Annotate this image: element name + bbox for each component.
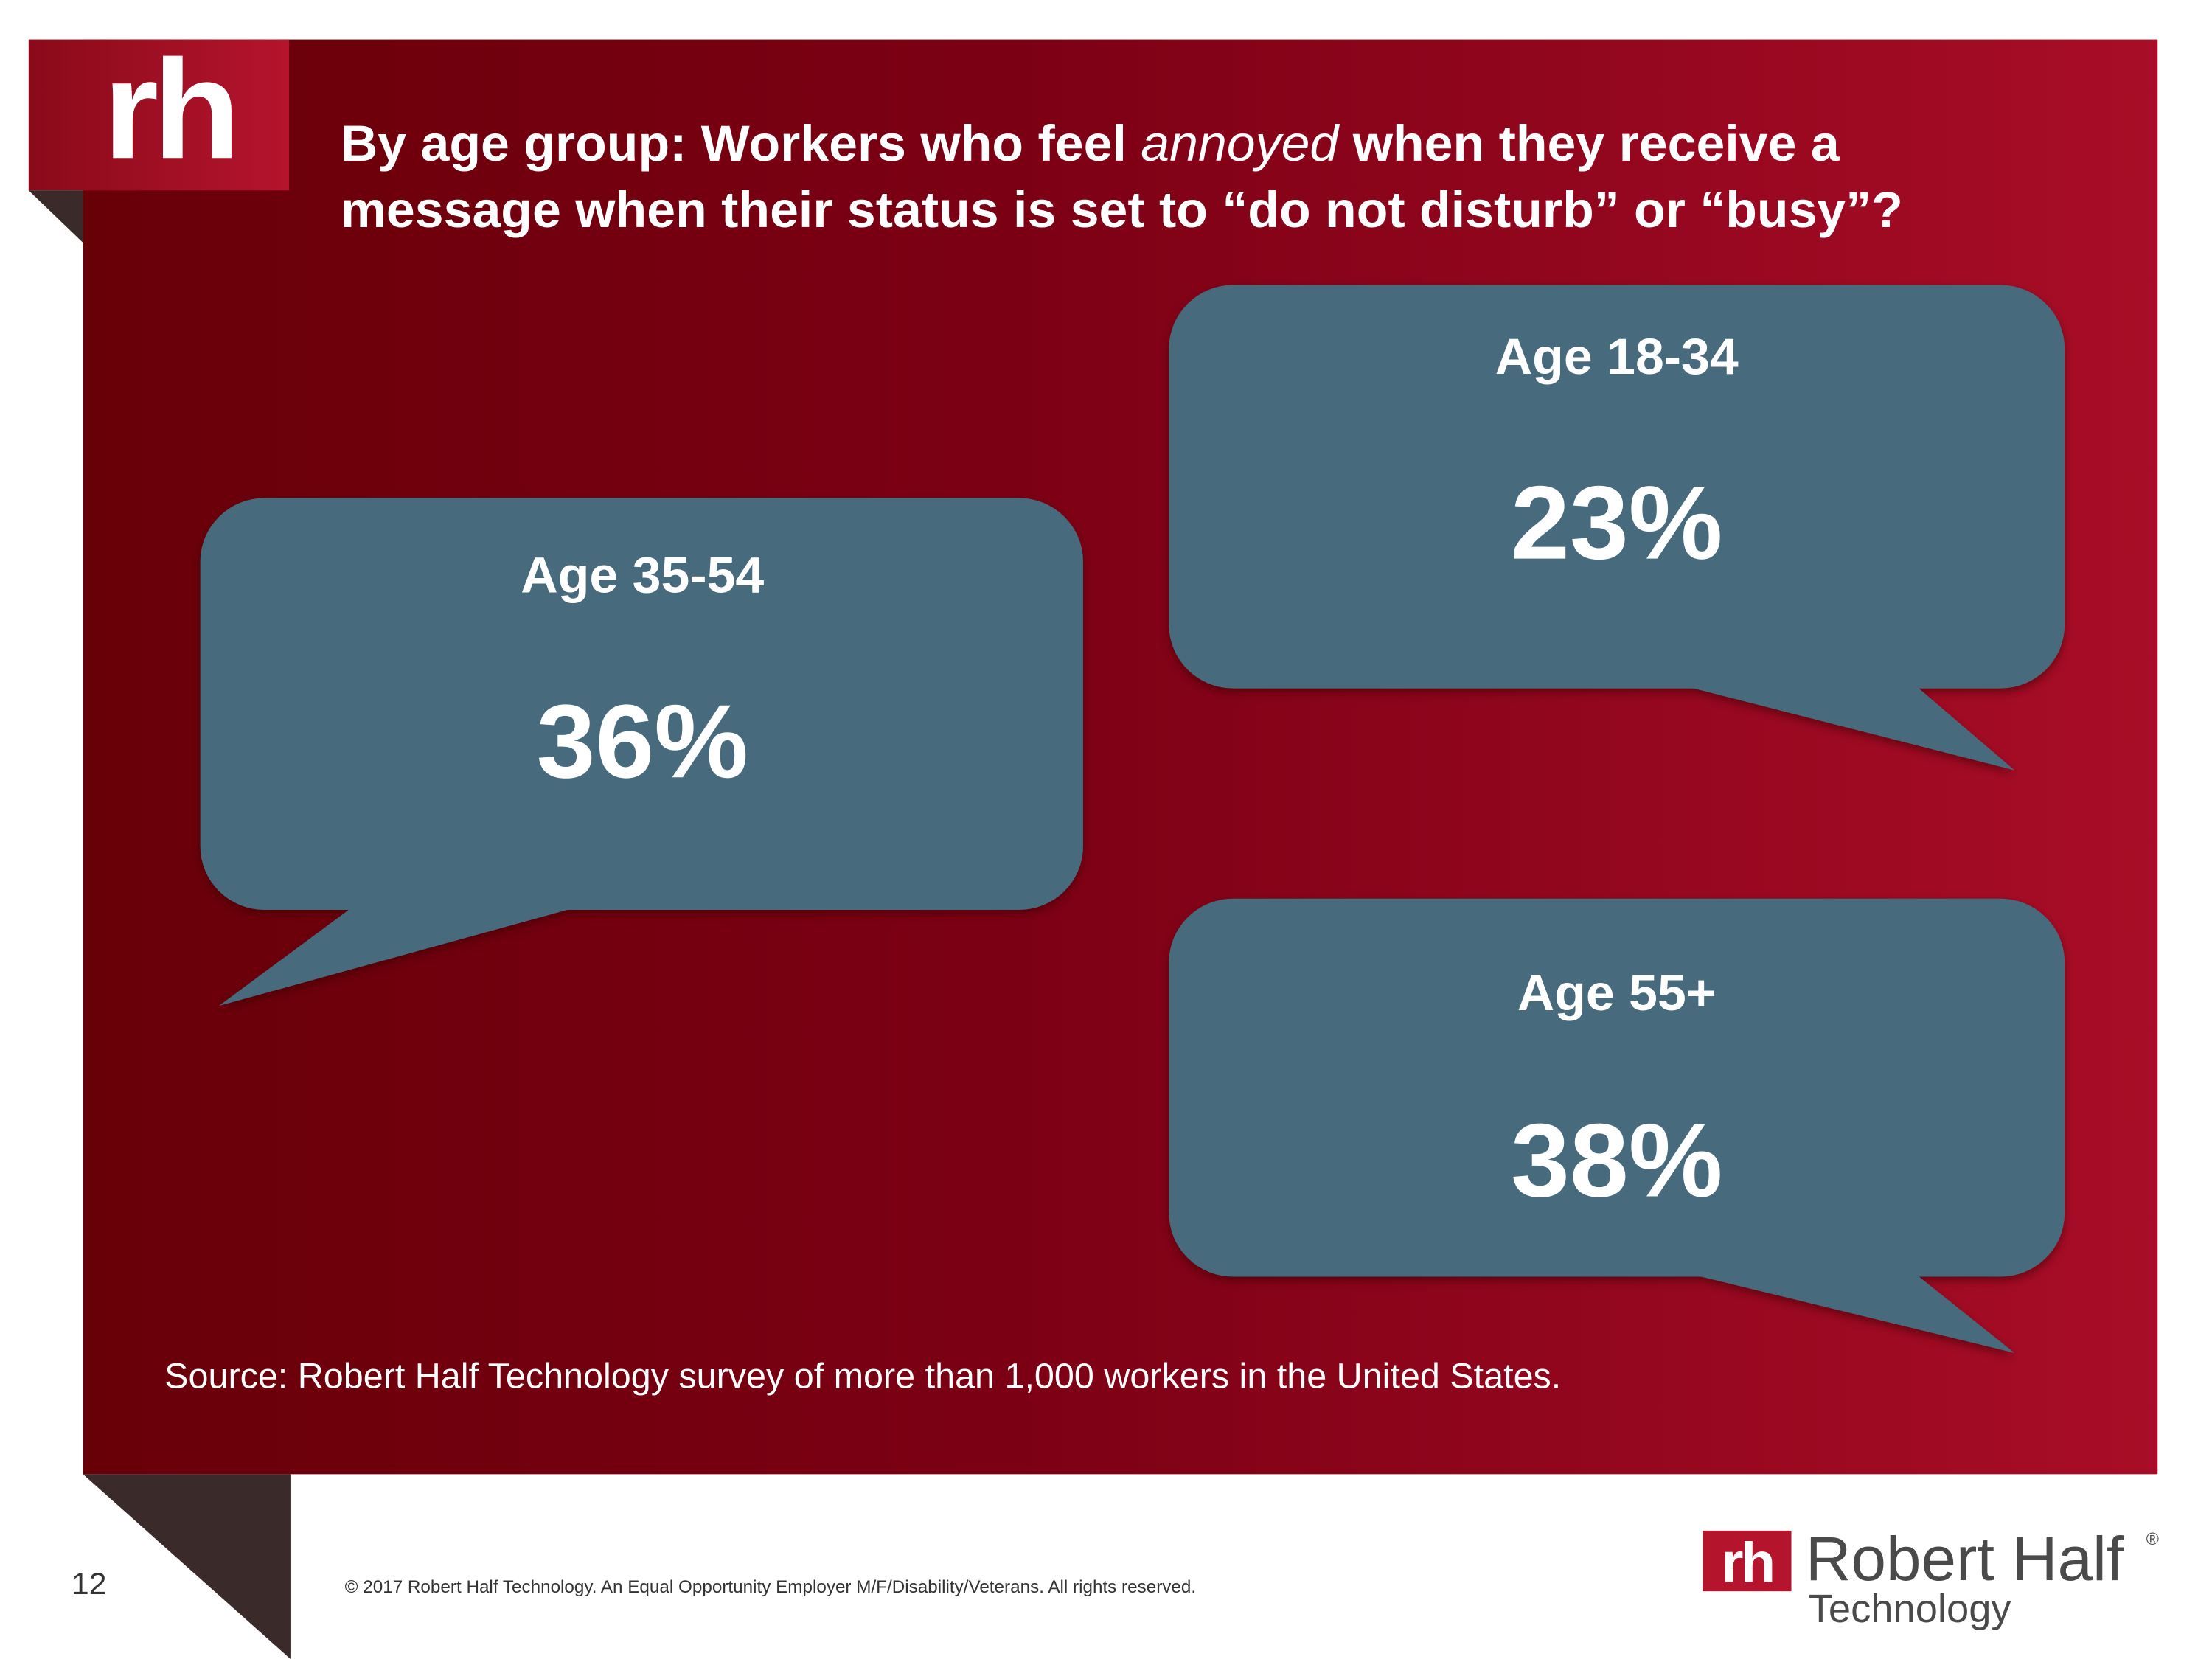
bubble-value: 23% (1511, 465, 1722, 582)
bubble-label: Age 35-54 (521, 546, 764, 603)
bubble (200, 498, 1083, 1006)
brand-name: Robert Half (1806, 1523, 2124, 1593)
copyright: © 2017 Robert Half Technology. An Equal … (345, 1577, 1196, 1597)
bubble-value: 36% (537, 684, 748, 800)
bubble-value: 38% (1511, 1102, 1722, 1219)
page-number: 12 (72, 1566, 106, 1601)
corner-fold (83, 1474, 291, 1659)
brand-sub: Technology (1809, 1587, 2011, 1632)
title-part: By age group: Workers who feel (341, 115, 1141, 172)
brand-box (1703, 1530, 1792, 1592)
bubble-label: Age 55+ (1517, 964, 1717, 1020)
logo-text: rh (103, 31, 235, 188)
corner-fold (28, 190, 83, 243)
title-part: when they receive a (1338, 115, 1840, 172)
registered-mark: ® (2146, 1529, 2159, 1548)
logo-box (28, 39, 289, 191)
title-emphasis: annoyed (1141, 115, 1340, 172)
brand-mark: rh (1721, 1531, 1773, 1593)
title-line: message when their status is set to “do … (341, 181, 1903, 237)
bubble (1169, 898, 2065, 1353)
title-line: By age group: Workers who feel annoyed w… (341, 115, 1840, 172)
bubble-label: Age 18-34 (1495, 327, 1739, 384)
source-note: Source: Robert Half Technology survey of… (164, 1357, 1561, 1397)
